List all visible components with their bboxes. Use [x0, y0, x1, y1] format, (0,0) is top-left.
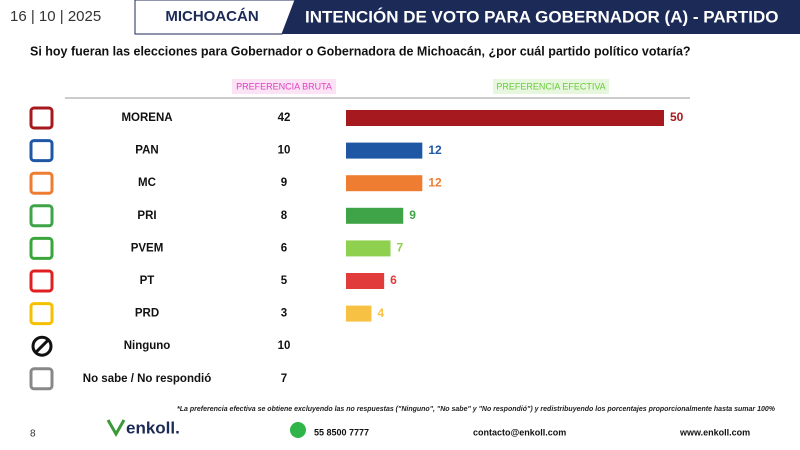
party-logo	[29, 139, 54, 163]
raw-value: 9	[281, 177, 287, 189]
email: contacto@enkoll.com	[473, 427, 566, 437]
header-bg	[493, 79, 609, 94]
raw-value: 3	[281, 308, 287, 320]
category-label: Ninguno	[124, 340, 171, 352]
bar	[346, 207, 404, 224]
date-box	[0, 0, 135, 34]
none-icon	[34, 339, 50, 354]
value-label: 7	[397, 241, 404, 255]
value-label: 4	[377, 306, 384, 320]
category-label: PT	[140, 275, 155, 287]
raw-value: 7	[281, 373, 287, 385]
value-label: 12	[428, 143, 442, 157]
whatsapp-icon	[290, 422, 306, 438]
category-label: No sabe / No respondió	[83, 373, 211, 385]
category-label: PAN	[135, 145, 158, 157]
party-logo	[29, 269, 54, 293]
logo: enkoll.	[126, 418, 180, 437]
raw-value: 10	[278, 145, 291, 157]
category-label: MC	[138, 177, 156, 189]
title: INTENCIÓN DE VOTO PARA GOBERNADOR (A) - …	[305, 7, 779, 26]
bar	[346, 305, 372, 322]
bar	[346, 273, 385, 289]
state: MICHOACÁN	[165, 8, 258, 25]
raw-value: 8	[281, 210, 288, 222]
category-label: MORENA	[121, 112, 172, 124]
page-number: 8	[30, 429, 36, 440]
party-logo	[29, 302, 54, 326]
bar	[346, 110, 664, 126]
none-icon	[31, 335, 53, 357]
party-logo	[29, 171, 54, 195]
bar	[346, 240, 391, 257]
party-logo	[29, 367, 54, 391]
footnote: *La preferencia efectiva se obtiene excl…	[177, 406, 776, 413]
value-label: 50	[670, 110, 684, 124]
party-logo	[29, 106, 54, 130]
state-box	[134, 0, 296, 35]
category-label: PRI	[137, 210, 156, 222]
value-label: 6	[390, 273, 397, 287]
logo-icon	[106, 419, 126, 438]
value-label: 12	[428, 175, 442, 189]
date: 16 | 10 | 2025	[10, 8, 101, 25]
legend-label: PREFERENCIA BRUTA	[236, 81, 332, 91]
party-logo	[29, 236, 54, 260]
phone: 55 8500 7777	[314, 427, 369, 437]
bar	[346, 175, 423, 192]
legend-label: PREFERENCIA EFECTIVA	[496, 81, 605, 91]
website: www.enkoll.com	[679, 427, 750, 437]
value-label: 9	[409, 208, 416, 222]
raw-value: 10	[278, 340, 291, 352]
bar	[346, 142, 423, 159]
header-bg	[232, 79, 336, 94]
party-logo	[29, 204, 54, 228]
raw-value: 6	[281, 242, 287, 254]
category-label: PVEM	[131, 242, 164, 254]
raw-value: 42	[278, 112, 291, 124]
question: Si hoy fueran las elecciones para Gobern…	[30, 44, 691, 58]
raw-value: 5	[281, 275, 288, 287]
category-label: PRD	[135, 308, 159, 320]
